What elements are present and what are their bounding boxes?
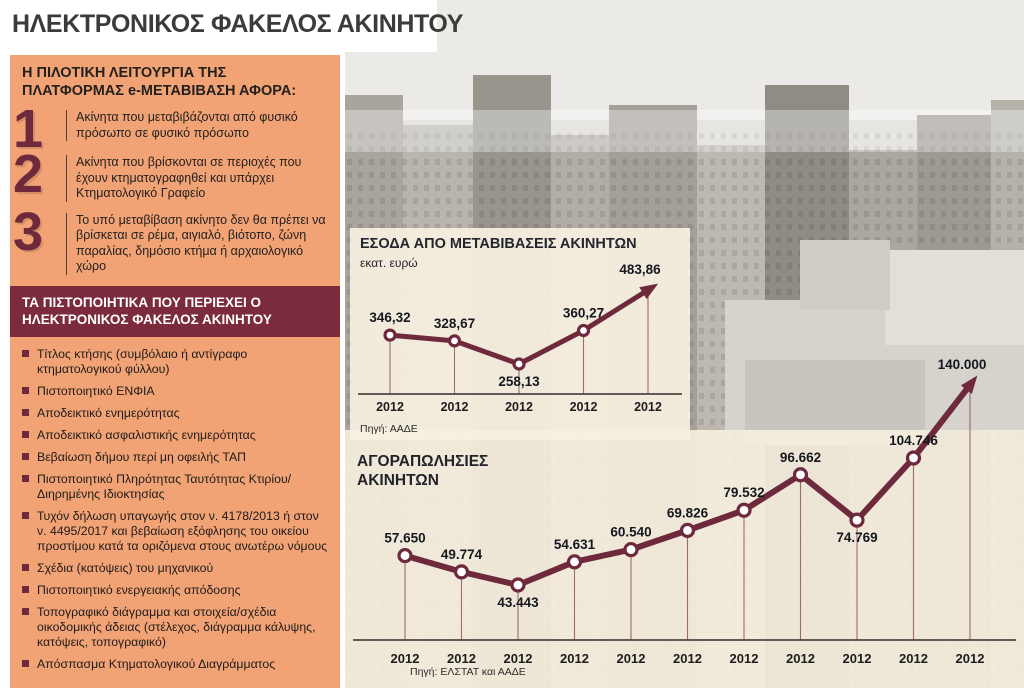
bullet-square-icon [22, 511, 29, 519]
item-number: 3 [13, 201, 44, 262]
bullet-square-icon [22, 452, 29, 460]
revenue-line-chart: 2012 2012 2012 2012 2012 346,32 328,67 258,13 36… [358, 262, 682, 414]
revenue-chart-panel: ΕΣΟΔΑ ΑΠΟ ΜΕΤΑΒΙΒΑΣΕΙΣ ΑΚΙΝΗΤΩΝ εκατ. ευ… [350, 228, 690, 440]
item-text: Ακίνητα που βρίσκονται σε περιοχές που έ… [66, 155, 330, 202]
sales-chart-source: Πηγή: ΕΛΣΤΑΤ και ΑΑΔΕ [410, 666, 526, 678]
list-item: Απόσπασμα Κτηματολογικού Διαγράμματος [22, 657, 330, 672]
bullet-square-icon [22, 607, 29, 615]
svg-text:79.532: 79.532 [723, 485, 764, 500]
bullet-square-icon [22, 474, 29, 482]
svg-text:57.650: 57.650 [384, 531, 425, 546]
svg-text:2012: 2012 [673, 651, 702, 666]
sales-chart-title: ΑΓΟΡΑΠΩΛΗΣΙΕΣ ΑΚΙΝΗΤΩΝ [357, 453, 489, 490]
list-item-text: Σχέδια (κατόψεις) του μηχανικού [37, 560, 214, 575]
svg-text:43.443: 43.443 [497, 595, 539, 610]
numbered-item-3: 3 Το υπό μεταβίβαση ακίνητο δεν θα πρέπε… [10, 205, 340, 275]
revenue-chart-source: Πηγή: ΑΑΔΕ [360, 423, 418, 435]
svg-text:360,27: 360,27 [563, 306, 604, 321]
svg-text:2012: 2012 [634, 400, 662, 414]
list-item: Πιστοποιητικό ΕΝΦΙΑ [22, 384, 330, 399]
list-item: Τυχόν δήλωση υπαγωγής στον ν. 4178/2013 … [22, 509, 330, 554]
item-number: 1 [13, 99, 44, 160]
bullet-square-icon [22, 408, 29, 416]
numbered-item-1: 1 Ακίνητα που μεταβιβάζονται από φυσικό … [10, 102, 340, 156]
list-item: Τοπογραφικό διάγραμμα και στοιχεία/σχέδι… [22, 605, 330, 650]
list-item: Τίτλος κτήσης (συμβόλαιο ή αντίγραφο κτη… [22, 347, 330, 377]
svg-text:2012: 2012 [730, 651, 759, 666]
list-item-text: Απόσπασμα Κτηματολογικού Διαγράμματος [37, 656, 276, 671]
list-item: Βεβαίωση δήμου περί μη οφειλής ΤΑΠ [22, 450, 330, 465]
certificates-list: Τίτλος κτήσης (συμβόλαιο ή αντίγραφο κτη… [10, 337, 340, 672]
bullet-square-icon [22, 386, 29, 394]
bullet-square-icon [22, 659, 29, 667]
svg-text:2012: 2012 [956, 651, 985, 666]
list-item-text: Πιστοποιητικό ΕΝΦΙΑ [37, 383, 155, 398]
svg-text:2012: 2012 [376, 400, 404, 414]
svg-text:483,86: 483,86 [619, 262, 661, 277]
list-item: Αποδεικτικό ενημερότητας [22, 406, 330, 421]
certificates-header: ΤΑ ΠΙΣΤΟΠΟΙΗΤΙΚΑ ΠΟΥ ΠΕΡΙΕΧΕΙ Ο ΗΛΕΚΤΡΟΝ… [10, 285, 340, 337]
svg-text:2012: 2012 [786, 651, 815, 666]
left-panel: Η ΠΙΛΟΤΙΚΗ ΛΕΙΤΟΥΡΓΙΑ ΤΗΣ ΠΛΑΤΦΟΡΜΑΣ e-Μ… [10, 55, 340, 688]
svg-text:2012: 2012 [843, 651, 872, 666]
svg-text:328,67: 328,67 [434, 316, 475, 331]
list-item-text: Τυχόν δήλωση υπαγωγής στον ν. 4178/2013 … [37, 508, 328, 553]
pilot-platform-header: Η ΠΙΛΟΤΙΚΗ ΛΕΙΤΟΥΡΓΙΑ ΤΗΣ ΠΛΑΤΦΟΡΜΑΣ e-Μ… [22, 65, 297, 99]
list-item: Σχέδια (κατόψεις) του μηχανικού [22, 561, 330, 576]
revenue-chart-title: ΕΣΟΔΑ ΑΠΟ ΜΕΤΑΒΙΒΑΣΕΙΣ ΑΚΙΝΗΤΩΝ [360, 236, 637, 252]
svg-text:2012: 2012 [560, 651, 589, 666]
revenue-chart-unit: εκατ. ευρώ [360, 256, 418, 270]
list-item-text: Τίτλος κτήσης (συμβόλαιο ή αντίγραφο κτη… [37, 346, 248, 376]
sales-line-chart: 2012 2012 2012 2012 2012 2012 2012 2012 2012 2012… [353, 357, 1016, 666]
svg-text:60.540: 60.540 [610, 525, 651, 540]
svg-text:96.662: 96.662 [780, 450, 821, 465]
svg-text:258,13: 258,13 [498, 374, 540, 389]
svg-text:49.774: 49.774 [441, 547, 483, 562]
item-text: Ακίνητα που μεταβιβάζονται από φυσικό πρ… [66, 110, 330, 142]
bullet-square-icon [22, 349, 29, 357]
list-item: Πιστοποιητικό ενεργειακής απόδοσης [22, 583, 330, 598]
svg-text:74.769: 74.769 [836, 530, 877, 545]
list-item-text: Αποδεικτικό ενημερότητας [37, 405, 180, 420]
title-strip: ΗΛΕΚΤΡΟΝΙΚΟΣ ΦΑΚΕΛΟΣ ΑΚΙΝΗΤΟΥ [0, 0, 464, 52]
svg-text:54.631: 54.631 [554, 537, 596, 552]
list-item-text: Αποδεικτικό ασφαλιστικής ενημερότητας [37, 427, 256, 442]
svg-text:2012: 2012 [617, 651, 646, 666]
list-item: Πιστοποιητικό Πληρότητας Ταυτότητας Κτιρ… [22, 472, 330, 502]
svg-text:140.000: 140.000 [938, 357, 987, 372]
sales-chart-backdrop [345, 430, 1024, 688]
page-title: ΗΛΕΚΤΡΟΝΙΚΟΣ ΦΑΚΕΛΟΣ ΑΚΙΝΗΤΟΥ [12, 10, 464, 38]
svg-text:2012: 2012 [899, 651, 928, 666]
numbered-item-2: 2 Ακίνητα που βρίσκονται σε περιοχές που… [10, 147, 340, 202]
svg-text:2012: 2012 [504, 651, 533, 666]
svg-text:2012: 2012 [441, 400, 469, 414]
list-item: Αποδεικτικό ασφαλιστικής ενημερότητας [22, 428, 330, 443]
list-item-text: Πιστοποιητικό Πληρότητας Ταυτότητας Κτιρ… [37, 471, 292, 501]
bullet-square-icon [22, 430, 29, 438]
list-item-text: Τοπογραφικό διάγραμμα και στοιχεία/σχέδι… [37, 604, 316, 649]
list-item-text: Πιστοποιητικό ενεργειακής απόδοσης [37, 582, 241, 597]
svg-text:2012: 2012 [447, 651, 476, 666]
bullet-square-icon [22, 563, 29, 571]
svg-text:2012: 2012 [505, 400, 533, 414]
svg-text:2012: 2012 [391, 651, 420, 666]
svg-text:2012: 2012 [570, 400, 598, 414]
list-item-text: Βεβαίωση δήμου περί μη οφειλής ΤΑΠ [37, 449, 247, 464]
item-number: 2 [13, 144, 44, 205]
item-text: Το υπό μεταβίβαση ακίνητο δεν θα πρέπει … [66, 212, 330, 275]
bullet-square-icon [22, 585, 29, 593]
svg-text:104.746: 104.746 [889, 433, 938, 448]
svg-text:69.826: 69.826 [667, 505, 709, 520]
svg-text:346,32: 346,32 [369, 310, 410, 325]
